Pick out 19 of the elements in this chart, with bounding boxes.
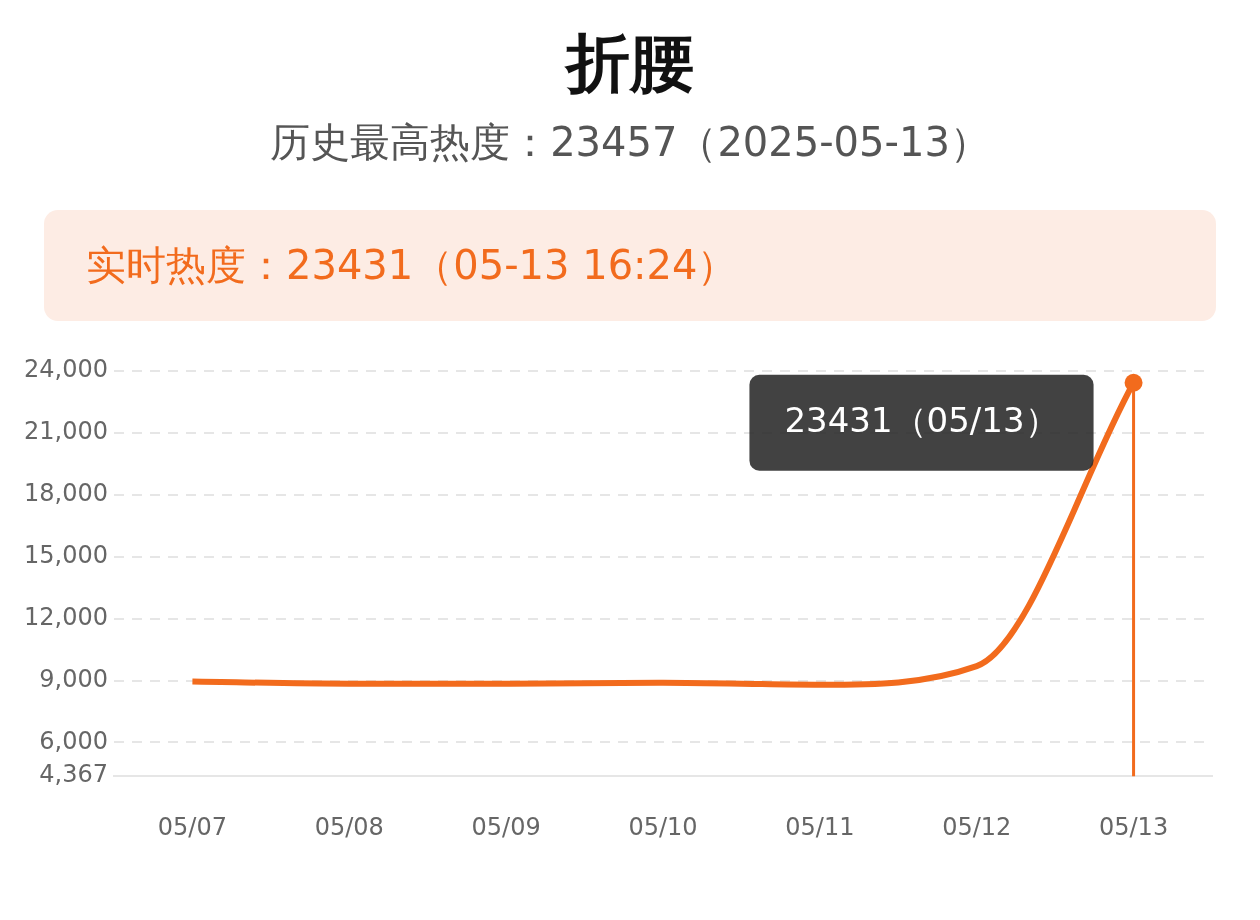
y-tick-label: 4,367 bbox=[39, 760, 108, 789]
x-tick-label: 05/11 bbox=[785, 812, 855, 841]
y-tick-label: 21,000 bbox=[23, 417, 108, 446]
text: 实时热度：23431（05-13 16:24） bbox=[44, 210, 1216, 321]
y-tick-label: 12,000 bbox=[23, 602, 108, 631]
y-tick-label: 18,000 bbox=[23, 479, 108, 508]
x-tick-label: 05/13 bbox=[1098, 812, 1169, 841]
annotation: 23431（05/13） bbox=[784, 399, 1059, 440]
x-tick-label: 05/08 bbox=[314, 812, 384, 841]
y-tick-label: 15,000 bbox=[23, 540, 108, 569]
x-tick-label: 05/10 bbox=[628, 812, 698, 841]
chart-title: 折腰 bbox=[563, 25, 695, 102]
chart-subtitle: 历史最高热度：23457（2025-05-13） bbox=[269, 118, 991, 167]
x-tick-label: 05/09 bbox=[471, 812, 541, 841]
x-tick-label: 05/12 bbox=[942, 812, 1012, 841]
y-tick-label: 9,000 bbox=[39, 664, 108, 693]
y-tick-label: 6,000 bbox=[39, 726, 108, 755]
y-tick-label: 24,000 bbox=[23, 355, 108, 384]
x-tick-label: 05/07 bbox=[157, 812, 227, 841]
